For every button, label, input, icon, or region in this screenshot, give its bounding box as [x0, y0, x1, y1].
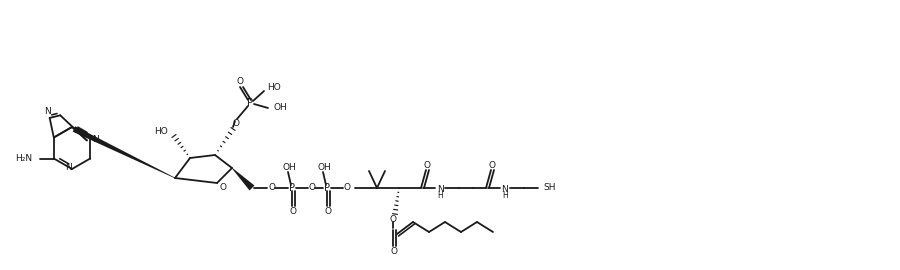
Text: O: O: [391, 247, 398, 255]
Polygon shape: [73, 126, 176, 178]
Text: O: O: [424, 161, 430, 170]
Text: O: O: [232, 120, 239, 129]
Text: O: O: [489, 161, 496, 170]
Text: O: O: [344, 184, 350, 193]
Text: N: N: [92, 135, 99, 144]
Text: N: N: [436, 184, 444, 194]
Text: N: N: [501, 184, 508, 194]
Text: HO: HO: [154, 127, 168, 136]
Text: P: P: [289, 183, 295, 193]
Text: N: N: [44, 107, 51, 116]
Text: O: O: [290, 208, 296, 217]
Text: OH: OH: [317, 163, 331, 171]
Text: O: O: [309, 184, 316, 193]
Text: H: H: [437, 191, 443, 201]
Text: O: O: [325, 208, 331, 217]
Text: SH: SH: [543, 184, 555, 193]
Polygon shape: [232, 168, 255, 190]
Text: P: P: [247, 98, 253, 108]
Text: OH: OH: [282, 163, 296, 171]
Text: O: O: [237, 77, 244, 86]
Text: N: N: [65, 163, 71, 171]
Text: O: O: [220, 184, 227, 193]
Text: P: P: [324, 183, 330, 193]
Text: HO: HO: [267, 83, 281, 93]
Text: H: H: [502, 191, 508, 201]
Text: H₂N: H₂N: [14, 154, 32, 163]
Text: O: O: [268, 184, 275, 193]
Text: OH: OH: [273, 103, 287, 112]
Text: O: O: [390, 215, 397, 224]
